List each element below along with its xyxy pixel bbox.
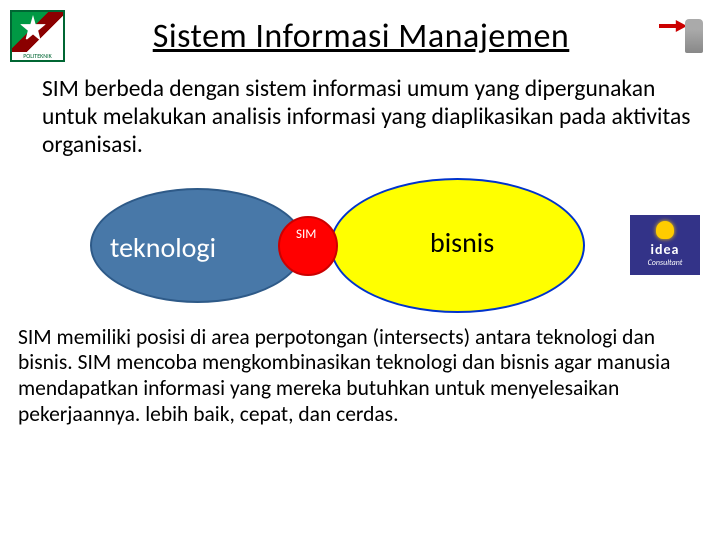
idea-text: idea — [651, 241, 680, 258]
lightbulb-icon — [656, 221, 674, 239]
venn-sim-circle — [278, 216, 338, 276]
consultant-text: Consultant — [648, 258, 683, 268]
institution-logo: POLITEKNIK — [10, 10, 65, 62]
slide-title: Sistem Informasi Manajemen — [65, 16, 657, 57]
venn-label-bisnis: bisnis — [430, 225, 494, 260]
header-row: POLITEKNIK Sistem Informasi Manajemen — [0, 0, 720, 67]
arrow-target-icon — [657, 14, 705, 58]
paragraph-explanation: SIM memiliki posisi di area perpotongan … — [0, 320, 720, 428]
logo-text: POLITEKNIK — [12, 52, 63, 60]
paragraph-intro: SIM berbeda dengan sistem informasi umum… — [0, 67, 720, 160]
venn-label-teknologi: teknologi — [110, 230, 216, 265]
venn-diagram: teknologi SIM bisnis idea Consultant — [0, 170, 720, 320]
idea-consultant-logo: idea Consultant — [630, 215, 700, 275]
logo-graphic — [12, 12, 63, 52]
venn-label-sim: SIM — [296, 227, 316, 242]
